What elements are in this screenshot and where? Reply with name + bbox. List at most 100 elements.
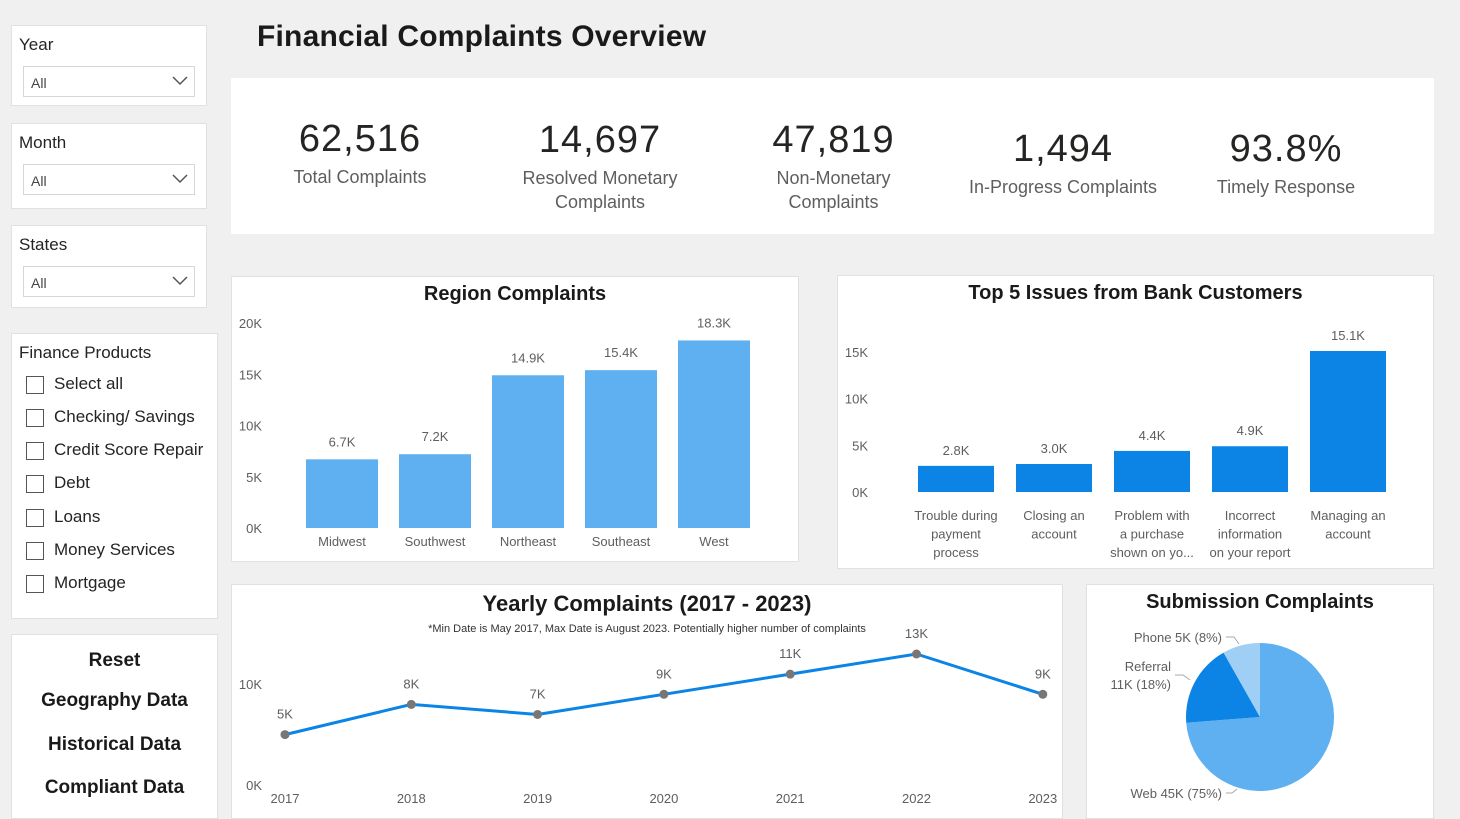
reset-button[interactable]: Reset [88, 650, 141, 671]
data-label: 7.2K [422, 429, 449, 444]
checkbox-box[interactable] [26, 442, 44, 460]
x-tick-label: 2018 [397, 791, 426, 806]
bar [399, 454, 471, 528]
y-tick-label: 5K [246, 470, 262, 485]
checkbox-label: Credit Score Repair [54, 440, 204, 459]
kpi-value: 14,697 [538, 119, 662, 161]
top-issues-chart: Top 5 Issues from Bank Customers 0K 5K 10K… [837, 275, 1434, 569]
kpi-in-progress: 1,494 In-Progress Complaints [953, 128, 1173, 199]
data-label: 2.8K [943, 443, 970, 458]
y-tick-label: 15K [845, 345, 868, 360]
data-point [533, 709, 543, 719]
kpi-total-complaints: 62,516 Total Complaints [265, 118, 455, 189]
kpi-resolved-monetary: 14,697 Resolved Monetary Complaints [495, 119, 705, 214]
compliant-data-button[interactable]: Compliant Data [44, 777, 185, 798]
states-dropdown[interactable]: All [23, 266, 195, 297]
kpi-label: Non-Monetary Complaints [776, 168, 891, 212]
finance-products-title: Finance Products [19, 343, 152, 362]
data-point [406, 699, 416, 709]
checkbox-label: Mortgage [54, 573, 126, 592]
checkbox-label: Money Services [54, 540, 175, 559]
bar [678, 340, 750, 528]
checkbox-box[interactable] [26, 542, 44, 560]
pie-slice-phone [1223, 643, 1260, 717]
year-dropdown[interactable]: All [23, 66, 195, 97]
year-slicer-label: Year [19, 35, 54, 54]
finance-products-slicer: Finance Products Select all Checking/ Sa… [11, 333, 218, 619]
chart-title: Yearly Complaints (2017 - 2023) [482, 591, 812, 616]
x-tick-label: Midwest [318, 534, 366, 549]
data-label: 5K [277, 707, 293, 722]
kpi-card: 62,516 Total Complaints 14,697 Resolved … [231, 78, 1434, 234]
bar [1310, 351, 1386, 492]
navigation-panel: Reset Geography Data Historical Data Com… [11, 634, 218, 819]
x-tick-label: Incorrect [1225, 508, 1276, 523]
x-tick-label: Problem with [1114, 508, 1189, 523]
chevron-down-icon [172, 76, 188, 86]
x-tick-label: Closing an [1023, 508, 1084, 523]
bar [1114, 450, 1190, 492]
data-label: 18.3K [697, 315, 731, 330]
leader-line [1226, 636, 1240, 645]
checkbox-box[interactable] [26, 475, 44, 493]
month-dropdown[interactable]: All [23, 164, 195, 195]
y-tick-label: 20K [239, 316, 262, 331]
x-tick-label: Trouble during [914, 508, 997, 523]
states-slicer: States All [11, 225, 207, 308]
checkbox-label: Loans [54, 507, 101, 526]
checkbox-box[interactable] [26, 376, 44, 394]
x-tick-label: on your report [1210, 545, 1291, 560]
month-dropdown-value: All [31, 173, 47, 189]
slice-label-referral: Referral [1125, 659, 1171, 674]
kpi-value: 1,494 [1012, 128, 1114, 170]
x-tick-label: 2020 [649, 791, 678, 806]
checkbox-label: Checking/ Savings [54, 407, 195, 426]
data-label: 11K [779, 646, 801, 661]
kpi-non-monetary: 47,819 Non-Monetary Complaints [731, 119, 936, 214]
x-tick-label: information [1218, 527, 1282, 542]
states-slicer-label: States [19, 235, 68, 254]
bar [492, 375, 564, 528]
x-tick-label: Southeast [592, 534, 651, 549]
kpi-value: 47,819 [772, 119, 895, 161]
y-tick-label: 10K [845, 392, 868, 407]
x-tick-label: account [1031, 527, 1077, 542]
data-label: 7K [530, 686, 546, 701]
year-slicer: Year All [11, 25, 207, 106]
checkbox-box[interactable] [26, 409, 44, 427]
kpi-label: Resolved Monetary Complaints [522, 168, 678, 212]
y-tick-label: 10K [239, 419, 262, 434]
checkbox-label: Debt [54, 473, 90, 492]
checkbox-box[interactable] [26, 575, 44, 593]
data-label: 3.0K [1041, 441, 1068, 456]
bar [1212, 446, 1288, 492]
y-tick-label: 0K [246, 778, 262, 793]
data-label: 8K [403, 676, 419, 691]
bar [585, 370, 657, 528]
kpi-label: Total Complaints [293, 167, 427, 187]
data-label: 9K [1035, 666, 1051, 681]
region-complaints-chart: Region Complaints 0K 5K 10K 15K 20K 6.7K Midwe… [231, 276, 799, 562]
historical-data-button[interactable]: Historical Data [47, 734, 182, 755]
data-label: 14.9K [511, 350, 545, 365]
x-tick-label: process [933, 545, 979, 560]
bar [918, 465, 994, 492]
geography-data-button[interactable]: Geography Data [41, 690, 188, 711]
kpi-value: 93.8% [1229, 128, 1343, 170]
x-tick-label: payment [931, 527, 981, 542]
chart-subtitle: *Min Date is May 2017, Max Date is Augus… [428, 623, 866, 635]
leader-line [1175, 674, 1191, 681]
data-label: 15.1K [1331, 328, 1365, 343]
x-tick-label: West [699, 534, 729, 549]
pie-slice-web [1186, 643, 1334, 791]
x-tick-label: Southwest [405, 534, 466, 549]
states-dropdown-value: All [31, 275, 47, 291]
data-label: 4.9K [1237, 423, 1264, 438]
slice-label-web: Web 45K (75%) [1130, 786, 1222, 801]
chart-title: Submission Complaints [1146, 591, 1374, 613]
checkbox-box[interactable] [26, 509, 44, 527]
y-tick-label: 5K [852, 438, 868, 453]
x-tick-label: account [1325, 527, 1371, 542]
y-tick-label: 10K [239, 677, 262, 692]
data-point [912, 649, 921, 659]
